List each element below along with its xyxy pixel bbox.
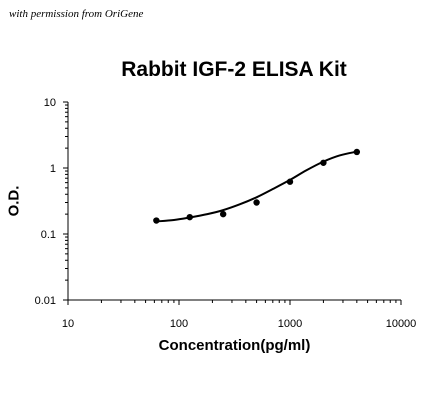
data-point bbox=[253, 199, 260, 206]
x-tick-label: 1000 bbox=[278, 318, 302, 330]
data-point bbox=[320, 159, 327, 166]
chart-title: Rabbit IGF-2 ELISA Kit bbox=[121, 58, 347, 81]
y-tick-label: 10 bbox=[44, 97, 56, 109]
y-tick-label: 0.01 bbox=[35, 295, 56, 307]
data-points bbox=[153, 148, 361, 224]
axis-ticks bbox=[63, 101, 402, 305]
axis-tick-labels: 10 100 1000 10000 0.01 0.1 1 10 bbox=[35, 97, 417, 330]
x-tick-label: 10 bbox=[62, 318, 74, 330]
data-point bbox=[186, 213, 193, 221]
fit-curve-line bbox=[156, 150, 358, 223]
data-point bbox=[286, 178, 294, 185]
x-tick-label: 100 bbox=[170, 318, 188, 330]
x-tick-label: 10000 bbox=[386, 318, 417, 330]
y-tick-label: 0.1 bbox=[41, 229, 56, 241]
data-point bbox=[353, 148, 361, 156]
y-tick-label: 1 bbox=[50, 163, 56, 175]
data-point bbox=[153, 217, 160, 224]
permission-watermark: with permission from OriGene bbox=[9, 8, 144, 20]
data-point bbox=[219, 210, 227, 218]
y-axis-label: O.D. bbox=[5, 185, 23, 217]
x-axis-label: Concentration(pg/ml) bbox=[158, 337, 311, 354]
